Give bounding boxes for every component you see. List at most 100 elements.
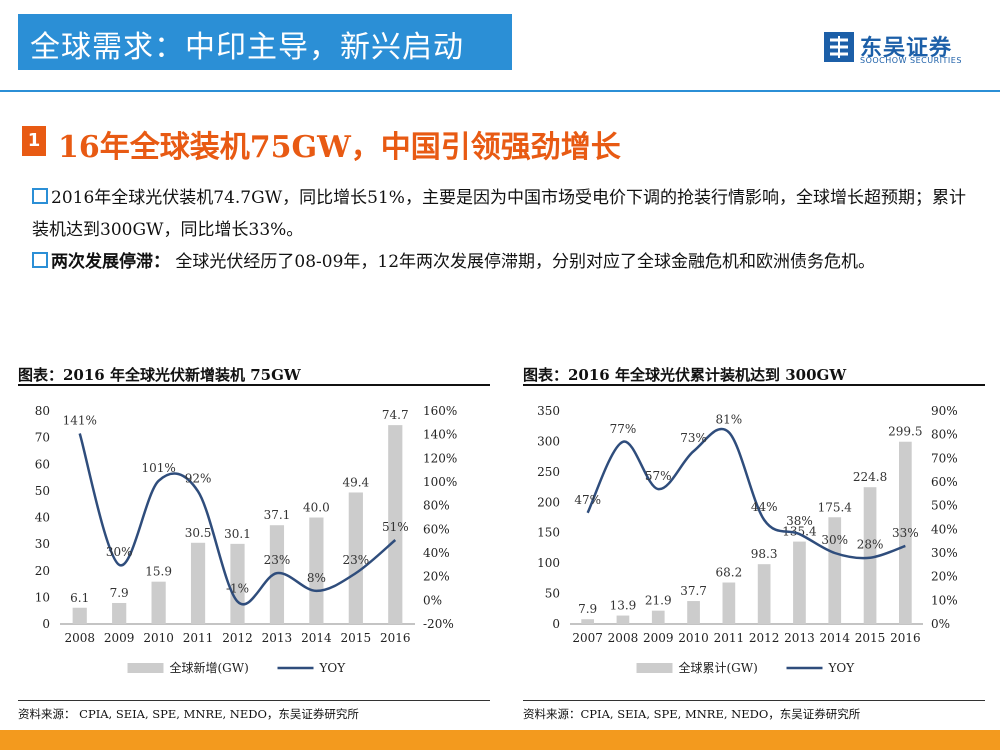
right-tick-label: 20% xyxy=(423,570,450,584)
left-tick-label: 300 xyxy=(537,434,560,448)
section-title: 16年全球装机75GW，中国引领强劲增长 xyxy=(58,130,621,165)
bar-value-label: 37.1 xyxy=(264,508,291,522)
new-installation-chart: 0 10 20 30 40 50 60 70 80 -20% 0% 20% 40% 60% 80% 100% 1… xyxy=(35,404,458,675)
legend-bar-label: 全球新增(GW) xyxy=(170,660,249,675)
right-tick-label: 0% xyxy=(931,617,950,631)
x-tick-label: 2016 xyxy=(890,631,921,645)
bar xyxy=(757,564,771,624)
left-tick-label: 250 xyxy=(537,465,560,479)
bar xyxy=(112,602,127,624)
bar-value-label: 13.9 xyxy=(610,599,637,613)
left-tick-label: 80 xyxy=(35,404,50,418)
x-tick-label: 2010 xyxy=(678,631,709,645)
bar-value-label: 30.5 xyxy=(185,526,212,540)
yoy-value-label: 51% xyxy=(382,520,409,534)
x-tick-label: 2012 xyxy=(222,631,253,645)
bar-value-label: 68.2 xyxy=(715,565,742,579)
yoy-value-label: 57% xyxy=(645,469,672,483)
x-tick-label: 2013 xyxy=(784,631,815,645)
bar-value-label: 37.7 xyxy=(680,584,707,598)
yoy-value-label: 77% xyxy=(610,422,637,436)
yoy-value-label: 8% xyxy=(307,571,326,585)
legend-bar-swatch xyxy=(636,663,673,673)
logo-text-cn: 东吴证券 xyxy=(860,36,953,61)
right-tick-label: 70% xyxy=(931,451,958,465)
right-tick-label: 160% xyxy=(423,404,457,418)
bar-value-label: 6.1 xyxy=(70,591,89,605)
footer-bar xyxy=(0,730,1000,750)
right-tick-label: 40% xyxy=(423,546,450,560)
bar-value-label: 98.3 xyxy=(751,547,778,561)
right-tick-label: 60% xyxy=(423,522,450,536)
yoy-value-label: 101% xyxy=(141,461,175,475)
x-tick-label: 2011 xyxy=(714,631,745,645)
cumulative-installation-chart: 0 50 100 150 200 250 300 350 0% 10% 20% 30% 40% 50% 60… xyxy=(537,404,958,675)
right-tick-label: 120% xyxy=(423,451,457,465)
right-tick-label: -20% xyxy=(423,617,454,631)
bar xyxy=(722,582,736,624)
left-tick-label: 350 xyxy=(537,404,560,418)
yoy-value-label: 23% xyxy=(342,553,369,567)
paragraph-2: 两次发展停滞： 全球光伏经历了08-09年，12年两次发展停滞期，分别对应了全球… xyxy=(32,246,982,278)
left-tick-label: 20 xyxy=(35,564,50,578)
bullet-icon xyxy=(32,252,48,268)
company-logo: 东吴证券 SOOCHOW SECURITIES xyxy=(824,28,974,68)
x-tick-label: 2014 xyxy=(301,631,332,645)
yoy-value-label: 73% xyxy=(680,431,707,445)
left-source: 资料来源： CPIA, SEIA, SPE, MNRE, NEDO，东吴证券研究… xyxy=(18,707,359,721)
left-source-rule xyxy=(18,700,490,701)
legend-bar-swatch xyxy=(127,663,164,673)
bar xyxy=(190,542,206,624)
bullet-icon xyxy=(32,188,48,204)
right-tick-label: 80% xyxy=(423,499,450,513)
legend-bar-label: 全球累计(GW) xyxy=(679,660,758,675)
bar-value-label: 30.1 xyxy=(224,527,251,541)
x-tick-label: 2012 xyxy=(749,631,780,645)
legend-line-label: YOY xyxy=(319,661,347,675)
bar xyxy=(793,541,806,624)
left-tick-label: 50 xyxy=(545,587,560,601)
bar-value-label: 135.4 xyxy=(782,525,817,539)
logo-mark-icon xyxy=(824,32,854,62)
yoy-value-label: 23% xyxy=(264,553,291,567)
paragraph-2-lead: 两次发展停滞： xyxy=(51,252,170,272)
left-tick-label: 10 xyxy=(35,590,50,604)
bar xyxy=(651,610,665,624)
right-tick-label: 10% xyxy=(931,593,958,607)
right-tick-label: 100% xyxy=(423,475,457,489)
bar-value-label: 7.9 xyxy=(578,602,597,616)
bar xyxy=(616,615,630,624)
left-tick-label: 200 xyxy=(537,495,560,509)
yoy-value-label: -1% xyxy=(226,582,249,596)
bar xyxy=(348,492,363,624)
right-source-rule xyxy=(523,700,985,701)
right-chart-title: 图表：2016 年全球光伏累计装机达到 300GW xyxy=(523,366,847,384)
legend-line-label: YOY xyxy=(828,661,856,675)
x-tick-label: 2013 xyxy=(262,631,293,645)
yoy-value-label: 38% xyxy=(786,514,813,528)
section-number: 1 xyxy=(22,126,46,156)
left-tick-label: 30 xyxy=(35,537,50,551)
x-tick-label: 2015 xyxy=(341,631,372,645)
bar xyxy=(388,425,403,624)
yoy-value-label: 33% xyxy=(892,526,919,540)
x-tick-label: 2015 xyxy=(855,631,886,645)
x-tick-label: 2008 xyxy=(608,631,639,645)
right-tick-label: 40% xyxy=(931,522,958,536)
x-tick-label: 2010 xyxy=(143,631,174,645)
bar xyxy=(863,487,877,624)
bar xyxy=(581,619,595,624)
left-chart-rule xyxy=(18,384,490,386)
bar-value-label: 7.9 xyxy=(110,586,129,600)
right-tick-label: 0% xyxy=(423,593,442,607)
yoy-value-label: 141% xyxy=(63,413,97,427)
x-tick-label: 2009 xyxy=(104,631,135,645)
x-tick-label: 2011 xyxy=(183,631,214,645)
bar xyxy=(72,607,87,624)
left-tick-label: 40 xyxy=(35,511,50,525)
bar xyxy=(309,517,324,624)
left-tick-label: 0 xyxy=(552,617,560,631)
right-tick-label: 80% xyxy=(931,428,958,442)
bar-value-label: 49.4 xyxy=(342,475,369,489)
bar xyxy=(151,581,166,624)
